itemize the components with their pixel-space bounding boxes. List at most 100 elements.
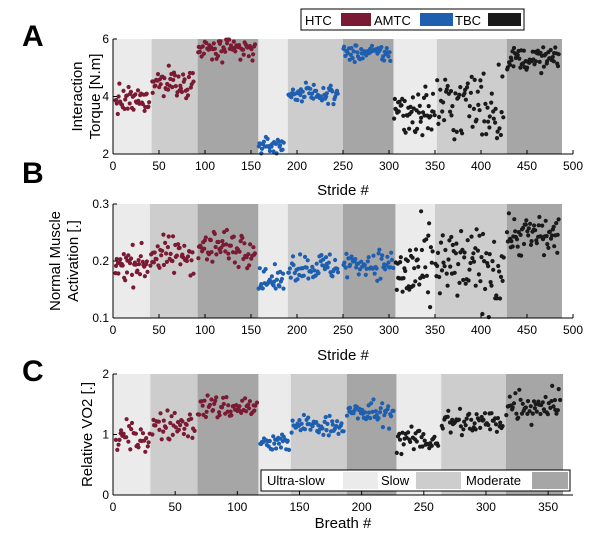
panel-c-point-amtc-2-10: [355, 416, 360, 421]
panel-a-point-htc-1-28: [174, 93, 179, 98]
panel-b-point-htc-2-9: [204, 257, 210, 262]
panel-a-point-tbc-1-42: [475, 89, 480, 94]
panel-b-point-tbc-1-19: [450, 242, 455, 248]
panel-a-point-tbc-1-3: [438, 87, 443, 92]
panel-b-point-tbc-1-45: [474, 227, 479, 232]
panel-a-point-amtc-2-12: [352, 59, 357, 65]
panel-a-x-tick-label-10: 500: [563, 159, 583, 173]
panel-b-point-tbc-1-9: [441, 260, 446, 265]
panel-b-point-tbc-2-11: [514, 237, 520, 242]
panel-c-point-tbc-1-50: [495, 416, 500, 421]
panel-c-point-amtc-1-23: [314, 420, 319, 425]
panel-b-point-htc-0-33: [140, 259, 145, 264]
panel-a-point-tbc-0-1: [392, 96, 397, 102]
panel-c-point-htc-2-23: [221, 395, 226, 400]
panel-a-point-amtc-1-16: [300, 89, 305, 94]
panel-c-point-tbc-2-26: [532, 406, 538, 411]
panel-b-point-amtc-2-40: [380, 253, 385, 258]
panel-a-point-amtc-0-6: [261, 139, 266, 144]
panel-a-point-tbc-2-41: [541, 45, 546, 50]
panel-c-point-tbc-1-5: [445, 414, 450, 419]
panel-b-point-tbc-1-22: [453, 251, 458, 256]
panel-b-point-amtc-2-32: [372, 271, 377, 276]
panel-b-point-htc-2-0: [196, 256, 201, 261]
panel-b-point-htc-2-19: [214, 252, 219, 257]
panel-a-point-htc-1-34: [179, 89, 184, 95]
panel-b-point-htc-1-5: [152, 250, 157, 255]
panel-a-point-tbc-0-47: [430, 91, 436, 96]
panel-b-point-htc-2-29: [224, 242, 229, 247]
panel-a-x-tick-label-4: 200: [287, 159, 307, 173]
panel-b-point-htc-1-45: [189, 258, 194, 263]
panel-a-point-tbc-1-14: [448, 89, 454, 94]
panel-b-point-tbc-0-6: [398, 255, 403, 260]
panel-c-point-htc-0-3: [117, 437, 122, 442]
panel-b-point-tbc-1-44: [473, 283, 478, 288]
panel-b-point-htc-0-39: [145, 269, 150, 274]
panel-b-point-tbc-2-53: [551, 224, 556, 229]
legend-swatch-htc: [341, 13, 371, 26]
panel-a-point-htc-1-19: [166, 63, 171, 68]
panel-a-point-htc-0-27: [135, 88, 141, 93]
panel-b-x-tick-label-7: 350: [425, 323, 445, 337]
panel-c-point-tbc-0-24: [421, 432, 426, 437]
panel-c-point-tbc-2-29: [536, 399, 541, 404]
panel-b-point-tbc-0-23: [413, 279, 418, 284]
panel-b-point-tbc-1-35: [465, 238, 470, 243]
panel-b-point-amtc-0-21: [274, 277, 279, 282]
panel-c-point-tbc-2-0: [504, 413, 509, 418]
panel-b-point-tbc-1-64: [492, 239, 497, 244]
panel-b-x-tick-label-5: 250: [333, 323, 353, 337]
panel-a-point-tbc-1-18: [452, 137, 457, 142]
panel-c-point-amtc-0-28: [285, 438, 290, 443]
panel-b-point-htc-0-19: [129, 256, 134, 261]
panel-b-point-tbc-2-59: [556, 217, 561, 222]
panel-c-point-htc-1-21: [172, 410, 177, 416]
panel-b-point-tbc-2-9: [513, 229, 518, 234]
panel-c-point-htc-2-35: [234, 403, 239, 408]
panel-b-point-htc-1-41: [185, 254, 191, 259]
panel-b-point-htc-2-54: [248, 242, 253, 247]
panel-b-point-amtc-1-5: [290, 254, 296, 259]
panel-c-point-htc-1-16: [167, 437, 172, 442]
panel-b-point-tbc-1-10: [442, 264, 447, 269]
panel-b-band-3: [258, 204, 288, 318]
panel-b-point-htc-2-6: [202, 246, 207, 251]
panel-b-point-amtc-2-5: [346, 256, 351, 261]
panel-a-point-amtc-1-24: [308, 86, 313, 91]
panel-b-point-amtc-1-43: [325, 265, 330, 270]
panel-a-point-htc-2-33: [227, 37, 232, 42]
panel-a-point-tbc-0-23: [410, 95, 415, 100]
panel-c-chart: 0 50 100 150 200 250 300 350 0 1 2 Breath # Relative…: [79, 367, 573, 532]
panel-a-point-tbc-1-11: [445, 83, 450, 89]
panel-b-point-amtc-2-13: [354, 265, 359, 270]
panel-c-point-htc-2-28: [226, 403, 231, 408]
panel-c-point-amtc-0-16: [274, 446, 279, 451]
panel-c-point-amtc-2-27: [373, 409, 378, 414]
panel-c-point-htc-0-27: [143, 449, 148, 454]
panel-b-point-amtc-2-51: [391, 265, 396, 271]
panel-a-point-htc-1-24: [171, 77, 176, 82]
panel-a-point-htc-1-14: [162, 76, 167, 81]
panel-b-point-htc-2-30: [224, 227, 229, 233]
panel-a-point-htc-2-61: [252, 42, 258, 47]
panel-a-point-tbc-1-63: [495, 129, 500, 134]
panel-c-point-tbc-2-21: [527, 409, 532, 414]
panel-b-point-amtc-1-22: [306, 276, 311, 281]
panel-a-point-tbc-1-1: [436, 121, 441, 126]
panel-b-point-htc-2-14: [209, 250, 214, 255]
panel-a-point-tbc-0-32: [418, 119, 423, 124]
panel-a-point-tbc-2-42: [541, 64, 547, 69]
panel-c-point-tbc-2-38: [545, 412, 551, 417]
panel-a-point-amtc-1-37: [319, 98, 325, 103]
panel-b-point-amtc-1-21: [305, 258, 310, 263]
panel-a-point-tbc-1-32: [465, 81, 470, 86]
top-legend: HTC AMTC TBC: [300, 8, 525, 31]
panel-b-point-tbc-1-7: [439, 268, 445, 273]
panel-b-point-amtc-1-54: [335, 270, 341, 275]
panel-c-point-htc-1-7: [157, 427, 162, 432]
panel-a-point-htc-0-4: [116, 94, 121, 99]
speed-legend-box: [260, 469, 571, 492]
panel-b-point-tbc-2-58: [555, 232, 560, 237]
panel-c-point-tbc-1-8: [448, 430, 453, 435]
